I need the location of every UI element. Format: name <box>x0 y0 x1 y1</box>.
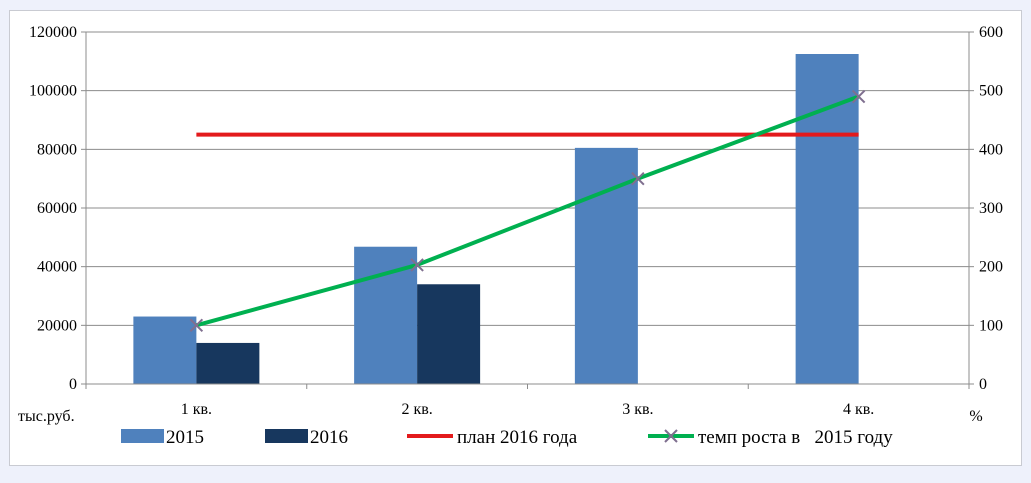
legend-label: план 2016 года <box>457 427 578 448</box>
bar-2016 <box>417 284 481 384</box>
x-tick-label: 3 кв. <box>622 401 653 418</box>
series-lines <box>189 89 866 333</box>
y-left-tick-label: 40000 <box>37 259 77 276</box>
y-left-tick-label: 20000 <box>37 317 77 334</box>
legend-label: 2016 <box>310 427 348 448</box>
legend-item: план 2016 года <box>407 427 578 448</box>
line-marker-point <box>189 318 204 333</box>
y-right-tick-label: 600 <box>979 24 1003 41</box>
legend-label: 2015 <box>166 427 204 448</box>
x-tick-label: 1 кв. <box>181 401 212 418</box>
legend-label: темп роста в 2015 году <box>698 427 893 448</box>
y-right-tick-label: 400 <box>979 141 1003 158</box>
y-right-tick-label: 100 <box>979 317 1003 334</box>
line-series-growth-rate <box>195 94 860 328</box>
line-marker-point <box>631 171 645 186</box>
legend-item: 2015 <box>121 427 204 448</box>
y-left-unit-label: тыс.руб. <box>18 408 75 425</box>
axes: 0 20000 40000 60000 80000 100000 120000 0 100 200… <box>29 24 1003 418</box>
y-left-tick-label: 80000 <box>37 141 77 158</box>
legend-swatch <box>265 429 308 443</box>
y-left-tick-label: 60000 <box>37 200 77 217</box>
y-right-unit-label: % <box>969 408 982 425</box>
legend-item: темп роста в 2015 году <box>648 427 893 448</box>
bar-2015 <box>574 147 638 384</box>
bar-2015 <box>795 54 859 384</box>
line-marker-point <box>851 89 866 104</box>
bars <box>133 54 859 384</box>
chart-svg: 0 20000 40000 60000 80000 100000 120000 0 100 200… <box>18 24 1003 448</box>
bar-2016 <box>196 342 260 384</box>
legend-marker <box>664 429 678 443</box>
y-right-tick-label: 200 <box>979 259 1003 276</box>
y-right-tick-label: 500 <box>979 83 1003 100</box>
legend-swatch <box>121 429 164 443</box>
bar-2015 <box>133 316 197 384</box>
y-left-tick-label: 100000 <box>29 83 77 100</box>
y-right-tick-label: 0 <box>979 376 987 393</box>
legend: 2015 2016 план 2016 года темп роста в 2015 … <box>121 427 893 448</box>
y-left-tick-label: 120000 <box>29 24 77 41</box>
axis-labels: тыс.руб. % <box>18 408 983 425</box>
line-marker-point <box>410 258 424 272</box>
chart-frame: 0 20000 40000 60000 80000 100000 120000 0 100 200… <box>9 10 1022 466</box>
legend-item: 2016 <box>265 427 348 448</box>
x-tick-label: 2 кв. <box>401 401 432 418</box>
y-left-tick-label: 0 <box>69 376 77 393</box>
x-tick-label: 4 кв. <box>843 401 874 418</box>
y-right-tick-label: 300 <box>979 200 1003 217</box>
